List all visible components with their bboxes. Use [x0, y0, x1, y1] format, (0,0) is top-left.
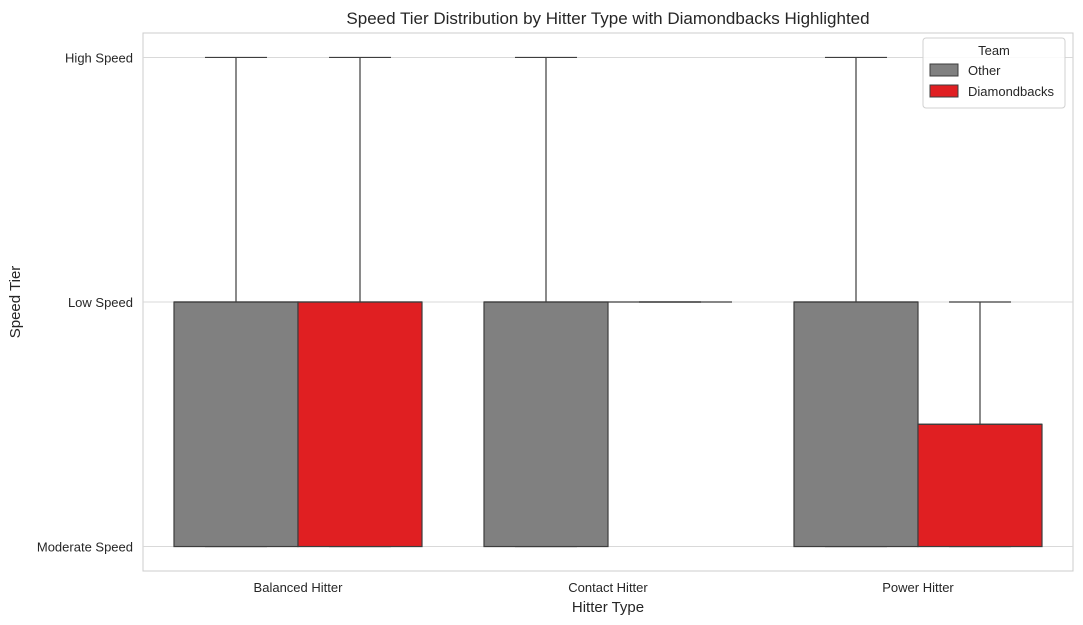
y-axis-ticks: Moderate Speed Low Speed High Speed: [37, 50, 133, 554]
box-iqr: [917, 423, 1043, 548]
x-tick-label: Power Hitter: [882, 580, 954, 595]
box-iqr: [173, 301, 299, 548]
box-diamondbacks-0: [297, 56, 423, 548]
legend-label-diamondbacks: Diamondbacks: [968, 84, 1054, 99]
box-diamondbacks-2: [917, 301, 1043, 548]
x-tick-label: Balanced Hitter: [254, 580, 344, 595]
legend: Team Other Diamondbacks: [922, 37, 1066, 109]
legend-entries: Other Diamondbacks: [929, 63, 1054, 99]
y-tick-label: High Speed: [65, 50, 133, 65]
x-axis-label: Hitter Type: [572, 599, 644, 616]
chart-title: Speed Tier Distribution by Hitter Type w…: [346, 9, 869, 28]
box-iqr: [483, 301, 609, 548]
legend-title: Team: [978, 43, 1010, 58]
x-tick-label: Contact Hitter: [568, 580, 648, 595]
y-tick-label: Moderate Speed: [37, 540, 133, 555]
box-other-2: [793, 56, 919, 548]
box-iqr: [793, 301, 919, 548]
y-axis-label: Speed Tier: [7, 266, 24, 339]
box-iqr: [297, 301, 423, 548]
y-tick-label: Low Speed: [68, 295, 133, 310]
legend-swatch-diamondbacks: [929, 84, 959, 98]
boxes: [173, 56, 1043, 548]
legend-swatch-other: [929, 63, 959, 77]
legend-label-other: Other: [968, 63, 1001, 78]
box-other-1: [483, 56, 609, 548]
x-axis-ticks: Balanced Hitter Contact Hitter Power Hitte…: [254, 580, 955, 595]
